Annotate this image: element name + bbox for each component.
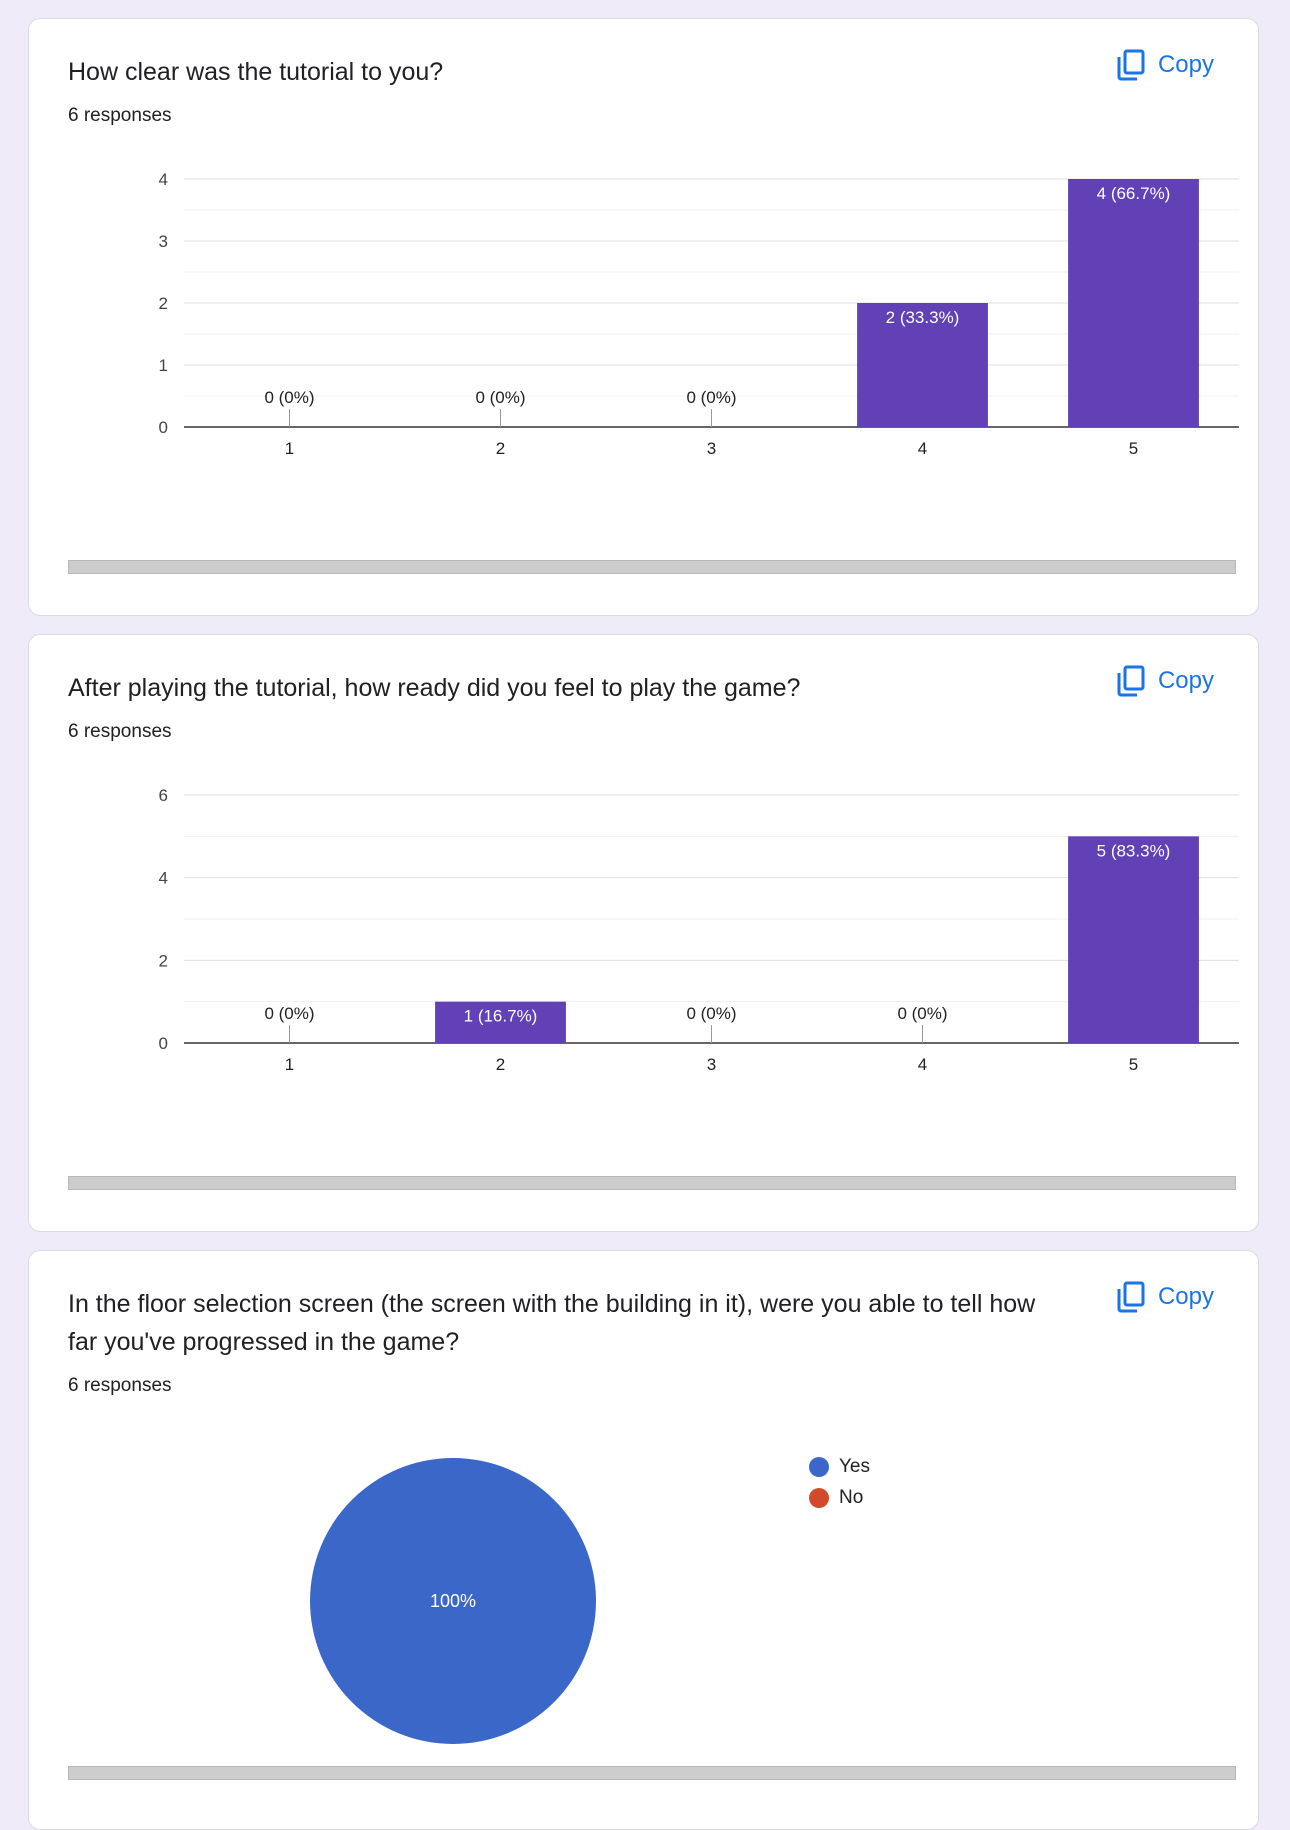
- copy-button[interactable]: Copy: [1116, 49, 1214, 81]
- legend-item-yes: Yes: [809, 1451, 870, 1482]
- y-tick-label: 4: [159, 869, 168, 888]
- x-tick-label: 5: [1129, 439, 1138, 458]
- pie-chart: 100%: [310, 1458, 596, 1744]
- x-tick-label: 3: [707, 1055, 716, 1074]
- bar: [1068, 836, 1199, 1043]
- bar: [1068, 179, 1199, 427]
- data-label: 4 (66.7%): [1097, 184, 1171, 203]
- data-label: 0 (0%): [897, 1004, 947, 1023]
- bar-chart: 0 1 2 3 4 0 (0%) 1 0 (0%) 2 0 (0%) 3 2 (33.3%) 4 4 (6…: [159, 170, 1239, 458]
- copy-button[interactable]: Copy: [1116, 1281, 1214, 1313]
- horizontal-scrollbar[interactable]: [68, 1766, 1236, 1780]
- legend-item-no: No: [809, 1482, 870, 1513]
- x-tick-label: 1: [285, 1055, 294, 1074]
- x-tick-label: 3: [707, 439, 716, 458]
- response-count: 6 responses: [68, 105, 172, 126]
- question-title: How clear was the tutorial to you?: [68, 58, 444, 86]
- question-card-2: After playing the tutorial, how ready di…: [28, 634, 1259, 1232]
- x-tick-label: 5: [1129, 1055, 1138, 1074]
- bar: [857, 303, 988, 427]
- y-tick-label: 2: [159, 294, 168, 313]
- data-label: 5 (83.3%): [1097, 841, 1171, 860]
- data-label: 0 (0%): [475, 388, 525, 407]
- copy-label: Copy: [1157, 51, 1214, 78]
- x-tick-label: 1: [285, 439, 294, 458]
- response-count: 6 responses: [68, 1375, 172, 1396]
- copy-icon: [1116, 49, 1146, 81]
- legend-label-no: No: [839, 1486, 864, 1508]
- data-label: 0 (0%): [686, 388, 736, 407]
- bar: [435, 1001, 566, 1043]
- y-tick-label: 0: [159, 418, 168, 437]
- x-tick-label: 4: [918, 1055, 927, 1074]
- question-title: In the floor selection screen (the scree…: [68, 1290, 1036, 1356]
- pie-slice-yes: [310, 1458, 596, 1744]
- bar-chart: 0 2 4 6 0 (0%) 1 1 (16.7%) 2 0 (0%) 3 0 (0%) 4 5 (83…: [159, 786, 1239, 1074]
- data-label: 0 (0%): [264, 388, 314, 407]
- pie-slice-label: 100%: [430, 1591, 476, 1611]
- legend-dot-no: [809, 1487, 829, 1508]
- y-tick-label: 6: [159, 786, 168, 805]
- horizontal-scrollbar[interactable]: [68, 560, 1236, 574]
- data-label: 0 (0%): [686, 1004, 736, 1023]
- y-tick-label: 4: [159, 170, 168, 189]
- y-tick-label: 0: [159, 1034, 168, 1053]
- legend-dot-yes: [809, 1456, 829, 1477]
- y-tick-label: 1: [159, 356, 168, 375]
- legend-label-yes: Yes: [839, 1455, 870, 1477]
- response-count: 6 responses: [68, 721, 172, 742]
- x-tick-label: 2: [496, 439, 505, 458]
- data-label: 0 (0%): [264, 1004, 314, 1023]
- data-label: 2 (33.3%): [886, 308, 960, 327]
- y-tick-label: 3: [159, 232, 168, 251]
- pie-legend: Yes No: [809, 1451, 870, 1513]
- copy-label: Copy: [1157, 1283, 1214, 1310]
- question-card-1: How clear was the tutorial to you? 6 res…: [28, 18, 1259, 616]
- x-tick-label: 4: [918, 439, 927, 458]
- copy-icon: [1116, 665, 1146, 697]
- data-label: 1 (16.7%): [464, 1007, 538, 1026]
- x-tick-label: 2: [496, 1055, 505, 1074]
- question-card-3: In the floor selection screen (the scree…: [28, 1250, 1259, 1830]
- copy-icon: [1116, 1281, 1146, 1313]
- copy-button[interactable]: Copy: [1116, 665, 1214, 697]
- horizontal-scrollbar[interactable]: [68, 1176, 1236, 1190]
- y-tick-label: 2: [159, 951, 168, 970]
- question-title: After playing the tutorial, how ready di…: [68, 674, 801, 702]
- copy-label: Copy: [1157, 667, 1214, 694]
